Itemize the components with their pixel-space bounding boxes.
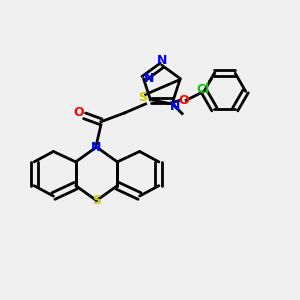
Text: O: O bbox=[74, 106, 84, 119]
Text: N: N bbox=[157, 54, 167, 67]
Text: N: N bbox=[144, 72, 154, 85]
Text: O: O bbox=[178, 94, 188, 107]
Text: N: N bbox=[91, 140, 102, 154]
Text: Cl: Cl bbox=[196, 83, 209, 96]
Text: S: S bbox=[138, 92, 147, 104]
Text: N: N bbox=[169, 100, 180, 113]
Text: S: S bbox=[92, 194, 101, 207]
